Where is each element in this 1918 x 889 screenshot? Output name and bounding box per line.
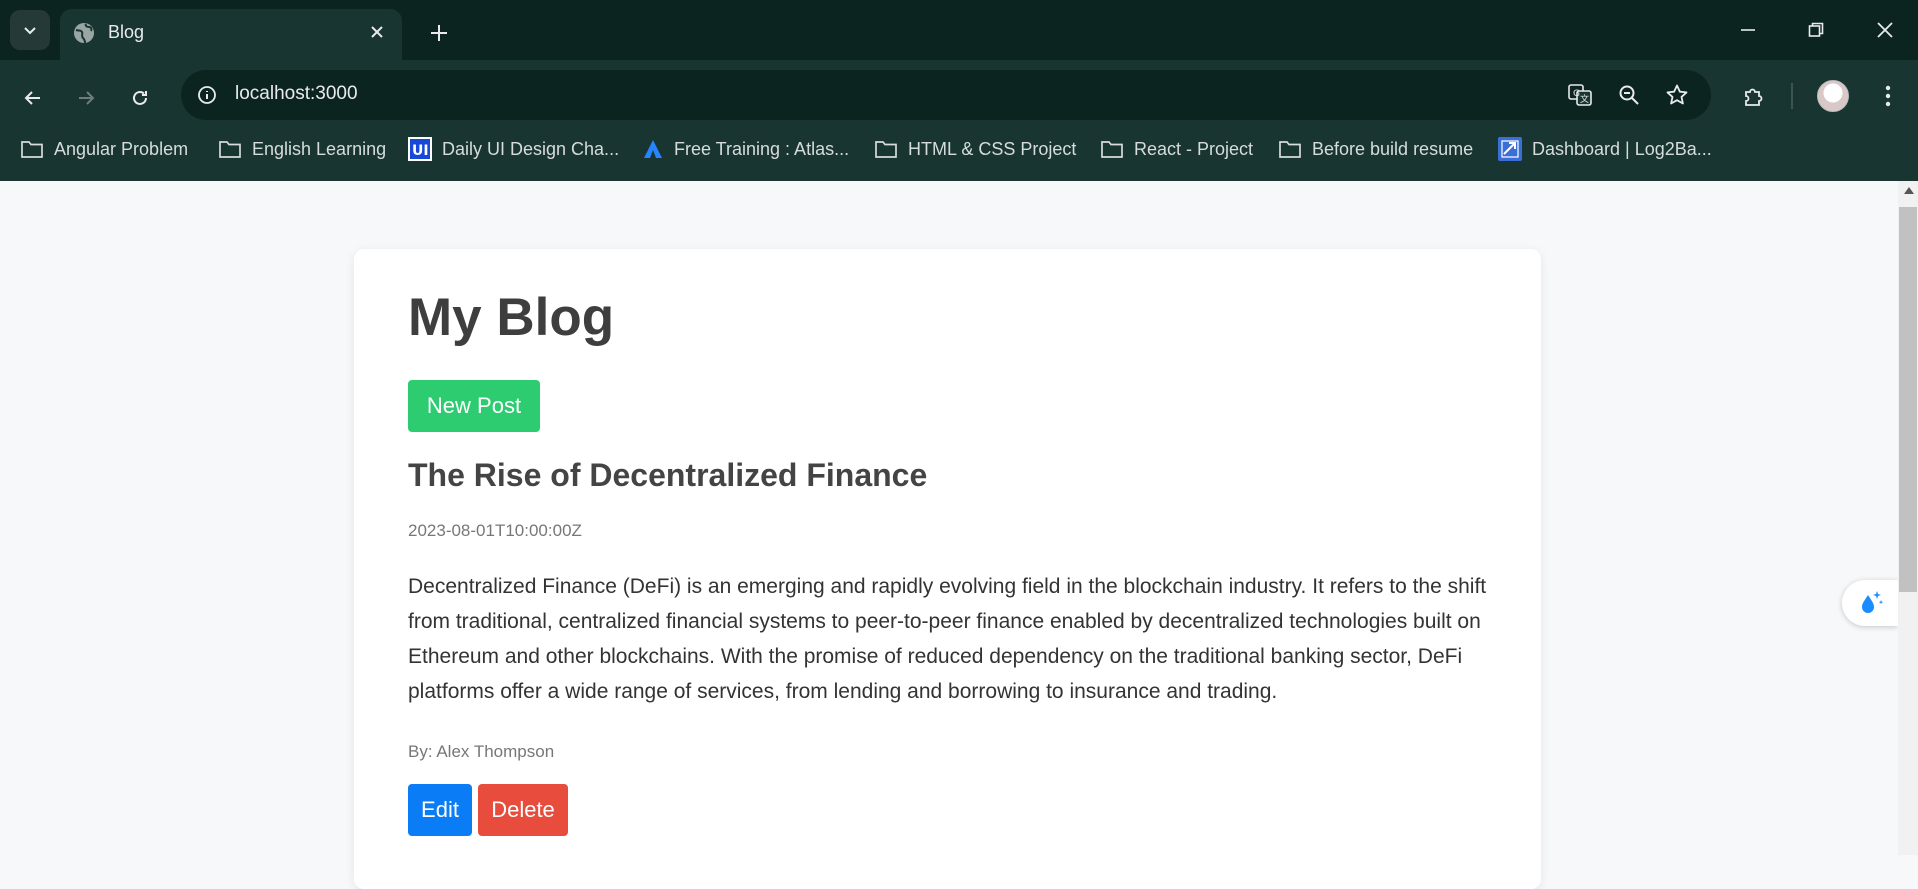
url-text: localhost:3000 [235,83,358,104]
globe-icon [74,23,94,44]
site-info-icon[interactable] [193,81,221,109]
bookmark-item[interactable]: English Learning [218,132,386,166]
droplet-sparkle-icon [1862,591,1884,613]
folder-icon [219,141,241,158]
bookmark-label: Daily UI Design Cha... [442,138,620,159]
post-author: By: Alex Thompson [408,742,555,761]
bookmark-item[interactable]: HTML & CSS Project [874,132,1076,166]
minimize-icon [1741,29,1755,31]
blog-card: My Blog New Post The Rise of Decentraliz… [354,249,1541,889]
svg-text:G: G [1573,89,1580,99]
post-date: 2023-08-01T10:00:00Z [408,521,582,540]
close-tab-icon[interactable] [364,19,390,45]
tab-title: Blog [108,22,145,42]
minimize-button[interactable] [1718,8,1778,52]
bookmarks-bar: Angular Problem English Learning UI Dail… [0,128,1918,172]
delete-button[interactable]: Delete [478,784,568,836]
new-post-button[interactable]: New Post [408,380,540,432]
svg-text:UI: UI [412,143,429,159]
bookmark-label: HTML & CSS Project [908,138,1077,159]
toolbar-separator [1791,83,1793,109]
menu-button[interactable] [1868,76,1908,116]
post-body: Decentralized Finance (DeFi) is an emerg… [408,575,1487,703]
bookmark-item[interactable]: Dashboard | Log2Ba... [1498,132,1712,166]
extensions-button[interactable] [1734,76,1774,116]
new-tab-button[interactable] [422,16,456,50]
tab-blog[interactable]: Blog [60,9,402,60]
bookmark-label: Angular Problem [54,138,189,159]
bookmark-label: English Learning [252,138,387,159]
bookmark-label: Free Training : Atlas... [674,138,850,159]
page-title: My Blog [408,288,615,347]
restore-button[interactable] [1786,8,1846,52]
bookmark-item[interactable]: Angular Problem [20,132,188,166]
arrow-left-icon [24,91,40,105]
scroll-up-arrow-icon[interactable] [1904,187,1914,194]
profile-avatar[interactable] [1817,80,1849,112]
atlassian-icon [644,140,662,158]
chevron-down-icon [24,27,36,35]
close-icon [1877,22,1893,38]
folder-icon [21,141,43,158]
scrollbar-thumb[interactable] [1899,207,1917,592]
forward-button[interactable] [66,78,106,118]
back-button[interactable] [13,78,53,118]
restore-icon [1808,22,1824,37]
floating-extension-button[interactable] [1842,580,1898,626]
folder-icon [875,141,897,158]
folder-icon [1101,141,1123,158]
bookmark-item[interactable]: React - Project [1100,132,1253,166]
zoom-icon[interactable] [1615,81,1643,109]
reload-button[interactable] [120,78,160,118]
bookmark-star-icon[interactable] [1663,81,1691,109]
dashboard-icon [1498,137,1522,161]
bookmark-label: Dashboard | Log2Ba... [1532,138,1712,159]
puzzle-icon [1745,88,1763,106]
bookmark-item[interactable]: Before build resume [1278,132,1473,166]
folder-icon [1279,141,1301,158]
bookmark-item[interactable]: UI Daily UI Design Cha... [408,132,619,166]
bookmark-label: Before build resume [1312,138,1474,159]
reload-icon [133,90,147,105]
tab-search-button[interactable] [10,10,50,50]
arrow-right-icon [79,91,95,105]
bookmark-item[interactable]: Free Training : Atlas... [642,132,849,166]
plus-icon [431,25,447,41]
edit-button[interactable]: Edit [408,784,472,836]
tab-strip: Blog [0,0,1918,60]
more-vertical-icon [1885,85,1891,107]
svg-text:文: 文 [1580,93,1589,105]
post-title: The Rise of Decentralized Finance [408,457,928,493]
ui-logo-icon: UI [408,137,432,161]
close-window-button[interactable] [1855,8,1915,52]
bookmark-label: React - Project [1134,138,1254,159]
